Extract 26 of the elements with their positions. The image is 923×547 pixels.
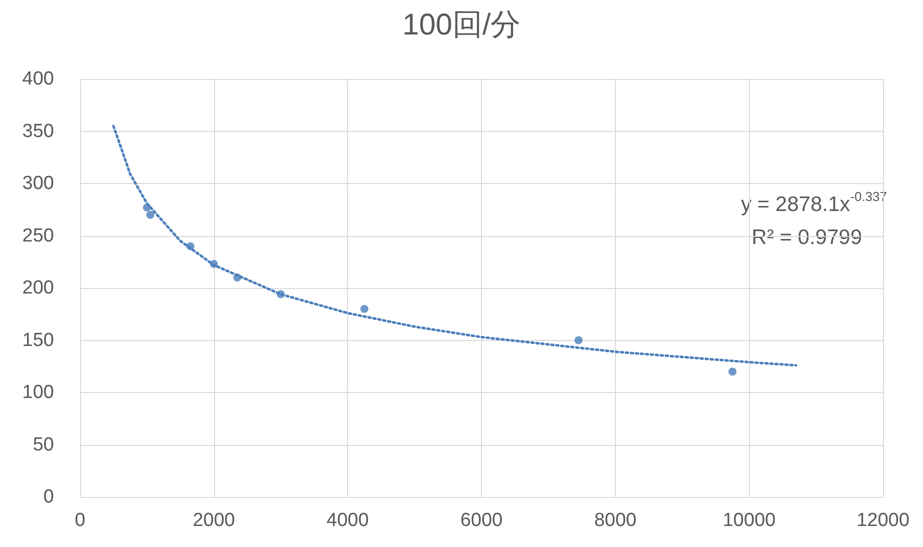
y-tick-label: 200 <box>22 278 54 298</box>
point <box>233 274 242 282</box>
point <box>574 336 583 344</box>
y-tick-label: 350 <box>22 120 54 142</box>
point <box>186 242 194 250</box>
y-tick-label: 0 <box>43 486 54 508</box>
y-tick-label: 100 <box>22 382 54 403</box>
y-tick-label: 300 <box>22 173 54 194</box>
x-tick-label: 12000 <box>856 510 910 531</box>
point <box>728 368 736 376</box>
x-tick-label: 0 <box>74 510 86 531</box>
y-tick-label: 400 <box>22 68 54 90</box>
point <box>276 290 285 298</box>
chart-title: 100回/分 <box>402 8 521 42</box>
x-tick-label: 2000 <box>192 510 235 531</box>
point <box>360 304 368 313</box>
point <box>146 210 154 219</box>
x-tick-label: 4000 <box>326 510 369 531</box>
point <box>210 260 218 268</box>
x-tick-label: 10000 <box>722 510 776 531</box>
y-tick-label: 50 <box>32 434 54 456</box>
x-tick-label: 8000 <box>594 510 636 531</box>
x-tick-label: 6000 <box>460 510 503 531</box>
y-tick-label: 250 <box>22 225 54 246</box>
y-tick-label: 150 <box>22 330 54 351</box>
point <box>142 204 151 212</box>
